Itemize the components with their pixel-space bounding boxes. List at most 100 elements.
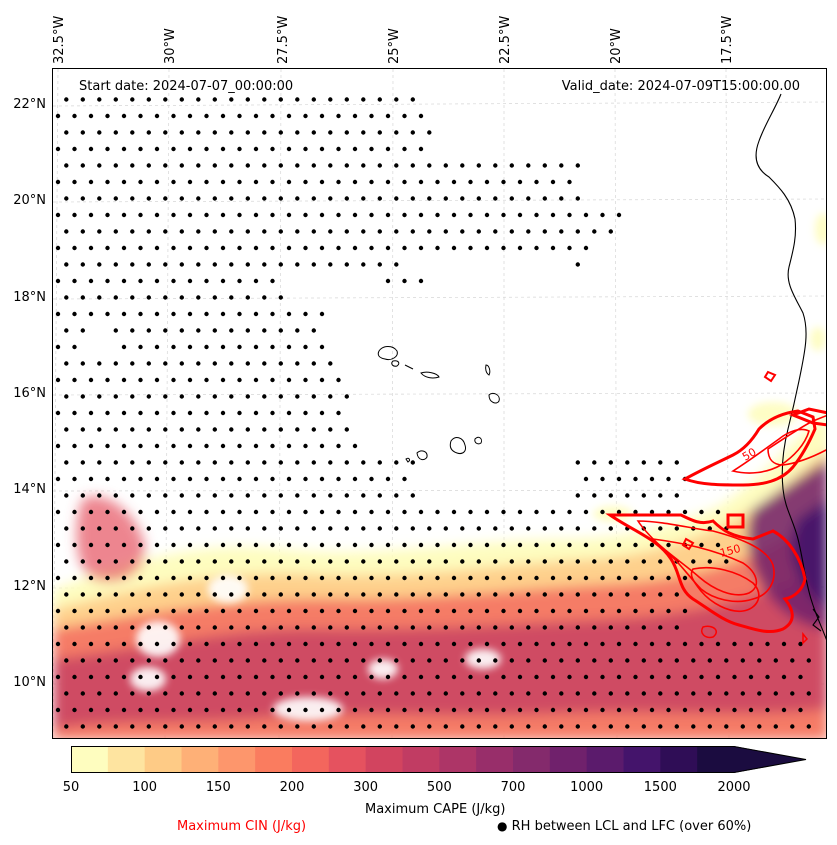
rh-dot <box>418 245 424 251</box>
rh-dot <box>600 476 605 482</box>
rh-dot <box>88 476 94 482</box>
rh-dot <box>72 608 77 614</box>
rh-dot <box>328 130 333 135</box>
rh-dot <box>319 674 325 680</box>
rh-dot <box>130 163 135 168</box>
rh-dot <box>295 262 300 267</box>
rh-dot <box>311 130 316 135</box>
rh-dot <box>80 130 85 135</box>
rh-dot <box>270 476 275 482</box>
rh-dot <box>163 361 168 366</box>
rh-dot <box>113 427 118 432</box>
rh-dot <box>64 724 69 729</box>
rh-dot <box>303 410 308 416</box>
rh-dot <box>517 641 523 647</box>
rh-dot <box>286 344 292 350</box>
rh-dot <box>303 212 308 218</box>
colorbar-tick-label: 1500 <box>643 780 677 795</box>
rh-dot <box>295 394 300 399</box>
rh-dot <box>493 229 498 234</box>
rh-dot <box>344 724 349 729</box>
rh-dot <box>369 179 374 185</box>
rh-dot <box>237 410 242 416</box>
rh-dot <box>336 113 341 119</box>
rh-dot <box>146 394 151 399</box>
rh-dot <box>286 443 292 449</box>
rh-dot <box>311 493 316 498</box>
rh-dot <box>583 707 589 713</box>
rh-dot <box>517 509 523 515</box>
rh-dot <box>105 212 110 218</box>
rh-dot <box>212 559 217 564</box>
rh-dot <box>418 509 424 515</box>
rh-dot <box>138 344 143 350</box>
rh-dot <box>468 212 473 218</box>
cabo-verde-islands <box>377 346 500 463</box>
rh-dot <box>542 724 547 729</box>
rh-dot <box>691 691 696 696</box>
rh-dot <box>64 361 69 366</box>
rh-dot <box>196 394 201 399</box>
rh-dot <box>113 724 118 729</box>
rh-dot <box>319 509 325 515</box>
rh-dot <box>575 658 580 663</box>
rh-dot <box>451 179 457 185</box>
rh-dot <box>608 460 613 465</box>
rh-dot <box>361 625 366 630</box>
rh-dot <box>97 229 102 234</box>
rh-dot <box>319 443 325 449</box>
rh-dot <box>204 476 209 482</box>
rh-dot <box>80 229 85 234</box>
rh-dot <box>790 691 795 696</box>
rh-dot <box>278 163 283 168</box>
rh-dot <box>311 196 316 201</box>
rh-dot <box>253 212 259 218</box>
rh-dot <box>377 196 382 201</box>
rh-dot <box>336 608 341 614</box>
rh-dot <box>138 146 143 152</box>
rh-dot <box>460 559 465 564</box>
rh-dot <box>113 328 118 333</box>
rh-dot <box>237 674 242 680</box>
rh-dot <box>278 229 283 234</box>
rh-dot <box>80 559 85 564</box>
rh-legend: ● RH between LCL and LFC (over 60%) <box>497 819 751 834</box>
rh-dot <box>163 262 168 267</box>
rh-dot <box>361 229 366 234</box>
colorbar-label: Maximum CAPE (J/kg) <box>365 802 506 817</box>
rh-dot <box>369 575 374 581</box>
rh-dot <box>278 559 283 564</box>
rh-dot <box>72 641 77 647</box>
rh-dot <box>121 608 127 614</box>
rh-dot <box>352 212 358 218</box>
rh-dot <box>72 443 77 449</box>
rh-dot <box>559 526 564 531</box>
rh-dot <box>319 377 325 383</box>
rh-dot <box>262 262 267 267</box>
rh-dot <box>303 443 308 449</box>
rh-dot <box>88 641 94 647</box>
rh-dot <box>542 196 547 201</box>
rh-dot <box>484 608 490 614</box>
rh-dot <box>559 229 564 234</box>
rh-dot <box>526 163 531 168</box>
rh-dot <box>410 97 415 102</box>
rh-dot <box>336 509 341 515</box>
rh-dot <box>435 608 440 614</box>
rh-dot-icon: ● <box>497 819 508 833</box>
rh-dot <box>625 592 630 597</box>
rh-dot <box>130 394 135 399</box>
rh-dot <box>295 196 300 201</box>
rh-dot <box>163 163 168 168</box>
rh-dot <box>567 542 572 548</box>
rh-dot <box>369 542 374 548</box>
rh-dot <box>443 691 448 696</box>
rh-dot <box>418 113 424 119</box>
rh-dot <box>286 674 292 680</box>
rh-dot <box>394 658 399 663</box>
colorbar-tick-label: 500 <box>426 780 452 795</box>
rh-dot <box>798 641 803 647</box>
map-canvas: 50 150 <box>53 69 826 738</box>
rh-dot <box>616 608 622 614</box>
rh-dot <box>196 229 201 234</box>
